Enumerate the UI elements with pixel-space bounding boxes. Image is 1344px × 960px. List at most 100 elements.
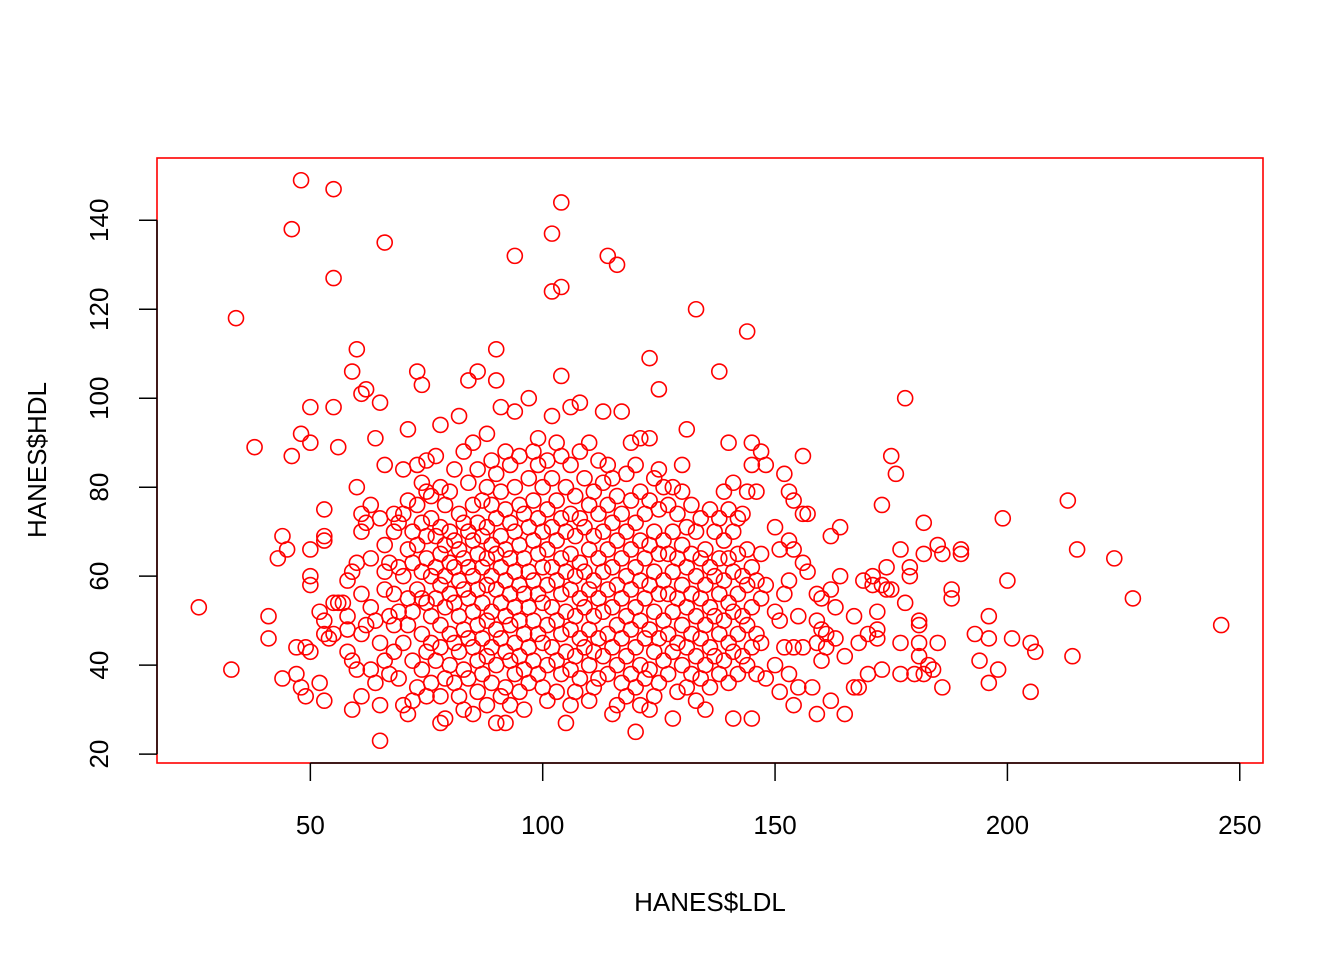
data-point [469,363,486,380]
data-point [618,647,635,665]
data-point [422,510,440,527]
data-point [585,527,603,545]
data-point [729,585,747,603]
data-point [622,492,640,509]
data-point [311,603,328,621]
data-point [339,643,356,661]
data-point [878,558,895,576]
data-point [367,429,384,447]
data-point [580,581,598,598]
data-point [599,541,617,558]
data-point [478,425,496,443]
data-point [1022,634,1039,652]
data-point [734,647,751,665]
data-point [325,398,342,416]
data-point [571,630,589,647]
data-point [827,630,844,647]
data-point [381,554,398,572]
data-point [422,607,440,625]
data-point [325,180,342,198]
data-point [771,612,789,629]
data-point [539,541,556,558]
data-point [785,696,802,714]
data-point [478,518,496,536]
data-point [673,483,691,500]
data-point [910,612,928,629]
data-point [650,461,668,478]
data-point [413,625,431,643]
data-point [650,674,668,692]
data-point [752,545,770,563]
data-point [859,625,877,643]
data-point [678,421,696,438]
data-point [608,532,626,549]
data-point [683,625,700,643]
data-point [399,492,417,509]
data-point [469,683,486,701]
data-point [450,407,468,425]
data-point [539,692,556,710]
data-point [766,603,784,621]
data-point [529,625,547,643]
data-point [315,527,333,545]
data-point [362,550,380,567]
data-point [562,398,579,416]
data-point [576,599,593,616]
data-point [910,616,928,634]
data-point [687,300,705,318]
data-point [408,456,426,474]
data-point [697,576,714,594]
data-point [934,545,951,563]
data-point [436,710,454,727]
data-point [645,523,663,540]
data-point [827,599,844,616]
data-point [915,665,933,683]
data-point [892,634,909,652]
data-point [613,403,631,420]
data-point [376,234,394,251]
data-point [557,523,575,540]
data-point [376,456,394,474]
data-point [868,621,886,638]
data-point [469,461,486,478]
data-point [557,643,575,661]
data-point [585,572,603,589]
data-point [302,643,319,661]
data-point [664,710,682,727]
data-point [766,518,784,536]
data-point [817,625,835,643]
data-point [678,518,696,536]
data-point [460,558,477,576]
data-point [720,634,737,652]
data-point [785,492,802,509]
data-point [539,501,556,518]
data-point [604,639,621,656]
data-point [348,478,366,496]
data-point [641,621,658,638]
data-point [622,434,640,452]
data-point [734,607,751,625]
data-point [422,487,440,505]
data-point [394,567,412,585]
data-point [604,599,621,616]
data-point [697,541,714,558]
data-point [552,278,570,296]
data-point [348,661,366,678]
data-point [808,705,826,723]
data-point [729,545,747,563]
data-point [706,647,723,665]
data-point [548,492,565,509]
data-point [645,603,663,621]
data-point [673,616,691,634]
data-point [376,536,394,554]
data-point [920,656,937,674]
data-point [845,607,863,625]
data-point [329,594,347,612]
data-point [487,372,505,389]
data-point [571,590,589,607]
data-point [381,607,398,625]
data-point [608,256,626,274]
data-point [608,656,626,674]
data-point [376,581,394,598]
data-point [892,665,909,683]
